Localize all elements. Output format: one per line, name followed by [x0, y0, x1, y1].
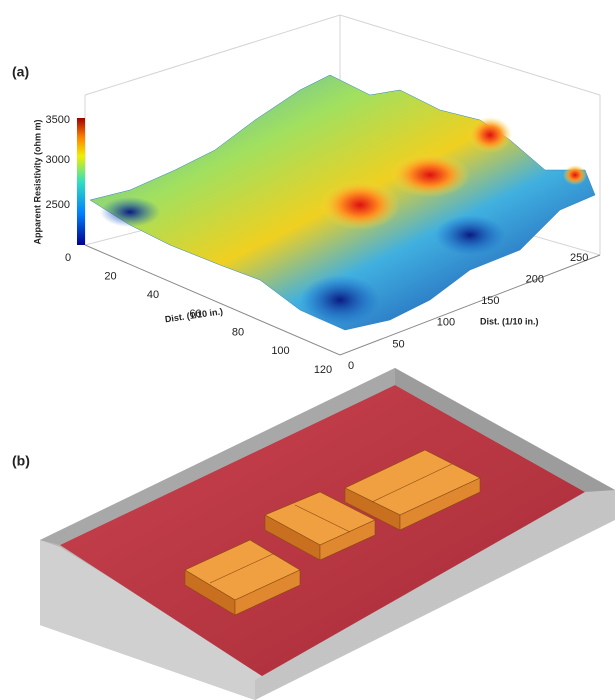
x-tick-label: 120: [314, 364, 332, 376]
x-tick-label: 20: [104, 271, 116, 283]
y-tick-label: 0: [348, 360, 354, 372]
z-tick-label: 3500: [46, 114, 70, 126]
z-axis-label: Apparent Resistivity (ohm m): [32, 119, 42, 244]
y-tick-label: 50: [392, 338, 404, 350]
y-tick-label: 200: [526, 274, 544, 286]
surface: [89, 74, 596, 331]
colorbar: [77, 118, 85, 245]
z-tick-label: 2500: [46, 199, 70, 211]
y-tick-label: 150: [481, 295, 499, 307]
x-tick-label: 80: [232, 327, 244, 339]
x-tick-label: 40: [147, 289, 159, 301]
z-tick-label: 3000: [46, 154, 70, 166]
x-tick-label: 0: [65, 252, 71, 264]
panel-label: (a): [12, 64, 29, 80]
y-axis-label: Dist. (1/10 in.): [480, 316, 539, 326]
x-tick-label: 60: [189, 308, 201, 320]
y-tick-label: 250: [570, 252, 588, 264]
x-tick-label: 100: [271, 345, 289, 357]
bricks: [184, 449, 481, 616]
y-tick-label: 100: [437, 317, 455, 329]
panel-label: (b): [12, 453, 30, 469]
